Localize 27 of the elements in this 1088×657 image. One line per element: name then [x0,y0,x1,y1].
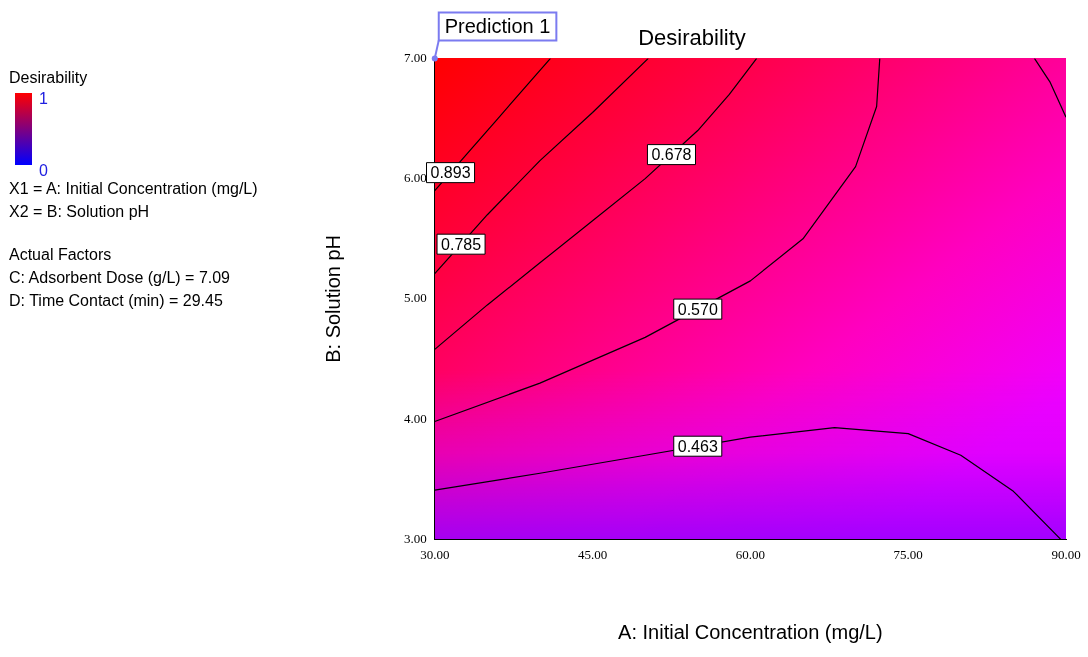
y-tick-label: 5.00 [404,290,427,306]
x-tick-label: 60.00 [735,546,765,562]
text: Actual Factors [9,245,113,265]
x-tick-label: 30.00 [420,546,450,562]
x-axis-title: A: Initial Concentration (mg/L) [618,620,883,643]
x-tick-label: 75.00 [893,546,923,562]
chart-title: Desirability [638,25,746,51]
y-tick-label: 6.00 [404,170,427,186]
annotation: Prediction 1 [444,14,551,37]
series-label: 0.570 [677,300,718,318]
text: C: Adsorbent Dose (g/L) = 7.09 [9,268,231,288]
y-tick-label: 7.00 [404,49,427,65]
x-tick-label: 90.00 [1051,546,1081,562]
text: D: Time Contact (min) = 29.45 [9,291,224,311]
series-label: 0.463 [677,437,718,455]
series-label: 0.893 [430,164,471,182]
color-bar-label: 1 [39,89,48,109]
color-bar-label: 0 [39,162,48,179]
x-tick-label: 45.00 [577,546,608,562]
y-tick-label: 4.00 [404,410,427,426]
text: X1 = A: Initial Concentration (mg/L) [9,180,258,197]
series-label: 0.785 [441,235,482,253]
color-bar-title: Desirability [9,68,89,88]
y-tick-label: 3.00 [404,530,427,546]
y-axis-title: B: Solution pH [321,234,344,363]
text: X2 = B: Solution pH [9,202,151,222]
series-label: 0.678 [651,146,692,164]
